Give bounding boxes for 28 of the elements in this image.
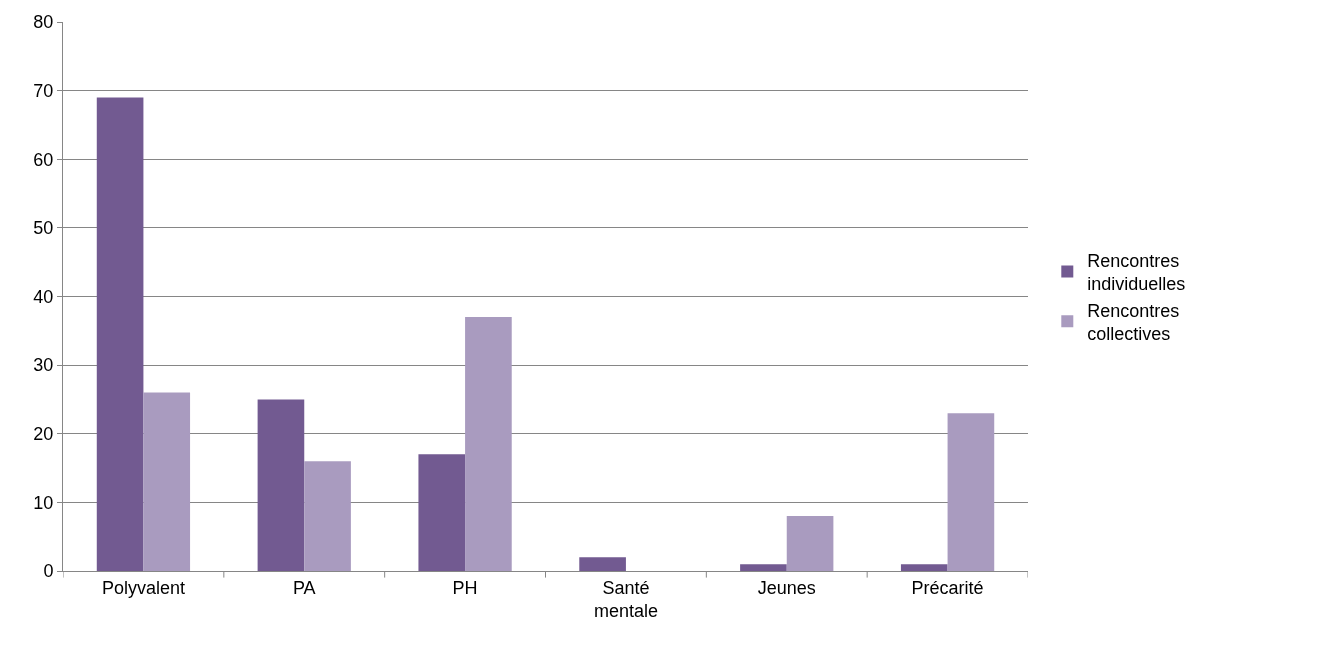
x-tick-label: Santé mentale (593, 577, 658, 621)
x-tick-label: Polyvalent (101, 577, 185, 598)
bar (900, 564, 948, 571)
y-tick-label: 40 (33, 286, 54, 307)
bar (304, 461, 351, 571)
bar (947, 413, 995, 571)
y-tick-label: 0 (43, 561, 54, 582)
y-tick-label: 30 (33, 355, 54, 376)
legend-label: Rencontres collectives (1087, 300, 1180, 344)
bar (740, 564, 787, 571)
y-tick-label: 50 (33, 218, 54, 239)
x-tick-label: PH (452, 577, 478, 598)
x-tick-label: PA (292, 577, 316, 598)
x-tick-label: Précarité (911, 577, 984, 598)
y-tick-label: 20 (33, 424, 54, 445)
y-tick-label: 70 (33, 80, 54, 101)
bar (465, 317, 512, 571)
legend-label: Rencontres individuelles (1087, 250, 1186, 295)
bar (579, 557, 626, 571)
x-tick-label: Jeunes (757, 577, 816, 598)
bar (257, 399, 305, 571)
bar (786, 516, 834, 571)
y-tick-label: 10 (33, 492, 54, 513)
bar (418, 454, 466, 571)
y-tick-label: 60 (33, 149, 54, 170)
bar (143, 392, 191, 571)
y-tick-label: 80 (33, 12, 54, 33)
bar (96, 97, 144, 571)
